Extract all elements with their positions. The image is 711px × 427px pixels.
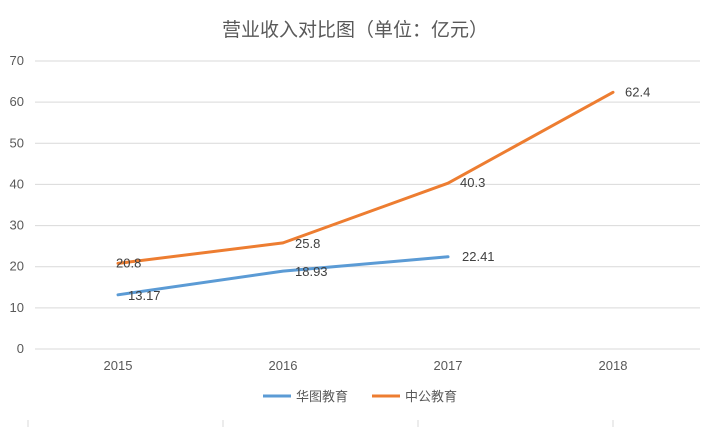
y-tick-label: 70	[10, 53, 24, 68]
data-label: 22.41	[462, 249, 495, 264]
data-label: 40.3	[460, 175, 485, 190]
legend-label: 华图教育	[296, 389, 348, 405]
data-labels: 13.17 18.93 22.41 20.8 25.8 40.3 62.4	[116, 84, 650, 303]
data-label: 25.8	[295, 236, 320, 251]
y-tick-label: 30	[10, 218, 24, 233]
x-axis-ticks: 2015 2016 2017 2018	[104, 358, 628, 373]
chart-title: 营业收入对比图（单位：亿元）	[222, 19, 488, 41]
y-tick-label: 20	[10, 259, 24, 274]
y-tick-label: 50	[10, 135, 24, 150]
data-label: 62.4	[625, 84, 650, 99]
x-tick-label: 2018	[599, 358, 628, 373]
y-tick-label: 60	[10, 94, 24, 109]
x-tick-label: 2015	[104, 358, 133, 373]
data-label: 18.93	[295, 264, 328, 279]
series-lines	[116, 90, 615, 297]
x-tick-label: 2016	[269, 358, 298, 373]
gridlines	[27, 60, 700, 427]
y-tick-label: 10	[10, 300, 24, 315]
data-label: 13.17	[128, 288, 161, 303]
data-label: 20.8	[116, 255, 141, 270]
legend-label: 中公教育	[405, 389, 457, 405]
x-tick-label: 2017	[434, 358, 463, 373]
y-tick-label: 0	[17, 341, 24, 356]
series-line-1	[116, 90, 615, 265]
y-tick-label: 40	[10, 176, 24, 191]
y-axis-ticks: 0 10 20 30 40 50 60 70	[10, 53, 24, 356]
series-line-0	[116, 255, 450, 297]
legend: 华图教育 中公教育	[263, 389, 457, 405]
